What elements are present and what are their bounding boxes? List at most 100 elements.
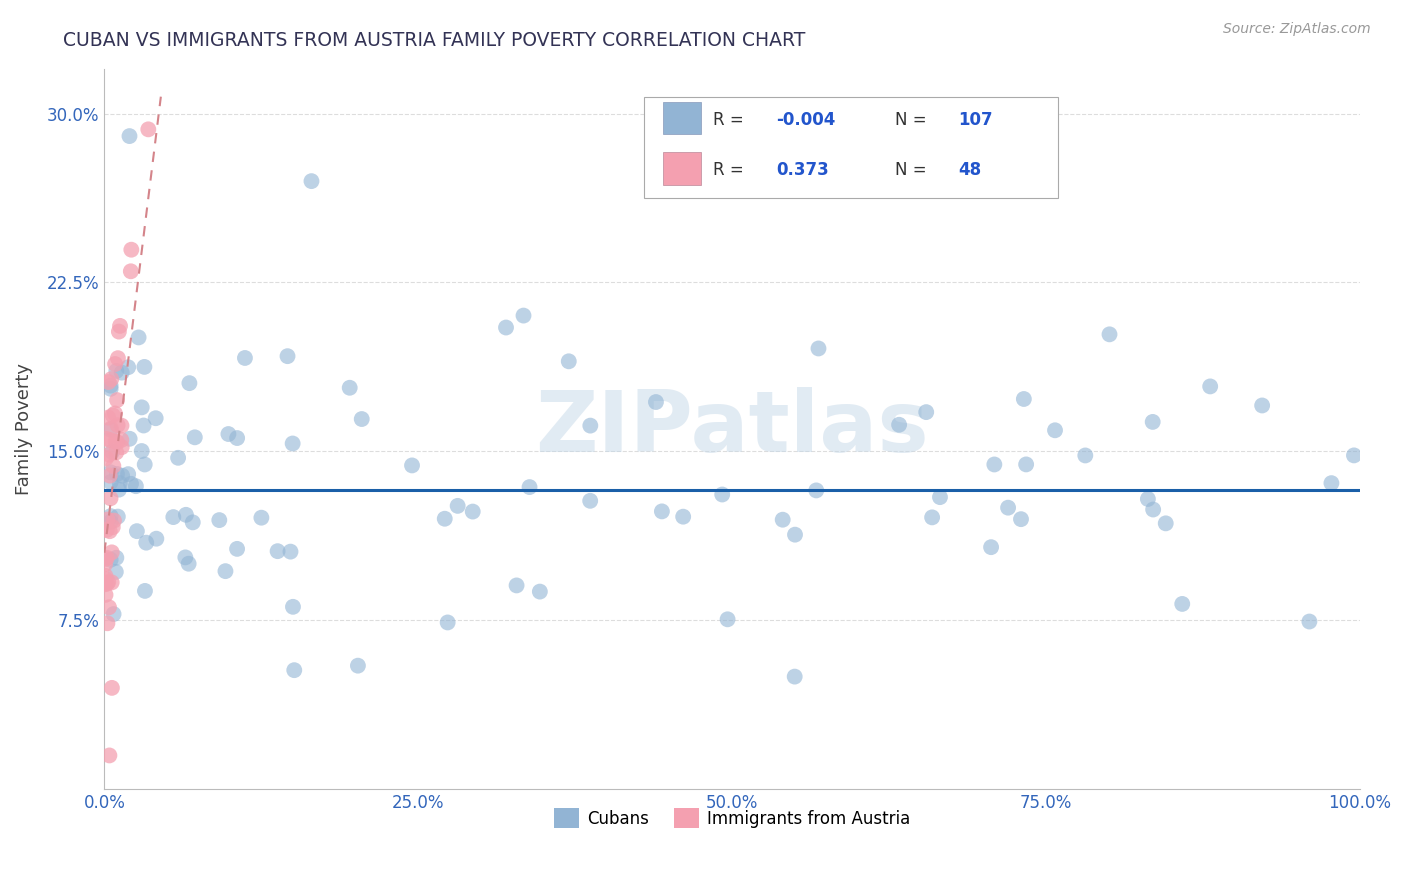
Point [672, 509, 695, 524]
Text: -0.004: -0.004 [776, 111, 835, 128]
Point [94, 569, 117, 583]
Point [110, 418, 132, 433]
Point [100, 475, 122, 489]
Point [96, 512, 118, 526]
Point [1136, 491, 1159, 506]
Point [105, 393, 128, 408]
Point [174, 508, 197, 522]
Point [104, 407, 127, 421]
Point [101, 520, 124, 534]
Point [184, 430, 207, 444]
Point [105, 550, 128, 565]
Point [107, 351, 129, 366]
Point [301, 174, 323, 188]
Point [98, 600, 121, 615]
Point [94, 552, 117, 566]
Point [266, 544, 288, 558]
Point [101, 409, 124, 423]
Point [401, 458, 423, 473]
Point [97, 575, 120, 590]
Point [100, 515, 122, 529]
Point [145, 411, 167, 425]
Point [233, 351, 256, 365]
Point [96, 550, 118, 565]
Point [117, 467, 139, 482]
Point [100, 372, 122, 386]
Point [1171, 597, 1194, 611]
FancyBboxPatch shape [662, 153, 700, 185]
Point [134, 583, 156, 598]
Point [1251, 399, 1274, 413]
Point [111, 440, 134, 454]
Point [135, 535, 157, 549]
Point [1043, 423, 1066, 437]
Point [162, 510, 184, 524]
Point [347, 658, 370, 673]
Point [807, 342, 830, 356]
Text: R =: R = [713, 161, 749, 179]
Point [447, 499, 470, 513]
Point [1015, 458, 1038, 472]
Point [772, 513, 794, 527]
Point [461, 505, 484, 519]
Point [651, 504, 673, 518]
Point [104, 357, 127, 371]
Point [103, 458, 125, 473]
Point [921, 510, 943, 524]
Point [226, 541, 249, 556]
Point [120, 264, 142, 278]
Point [101, 444, 124, 458]
Point [167, 450, 190, 465]
Point [983, 458, 1005, 472]
Point [512, 309, 534, 323]
Point [250, 510, 273, 524]
Point [179, 376, 201, 391]
Point [350, 412, 373, 426]
Point [97, 410, 120, 425]
Point [100, 466, 122, 480]
Point [100, 382, 122, 396]
Point [281, 436, 304, 450]
Point [579, 418, 602, 433]
Point [98, 748, 121, 763]
Point [104, 434, 127, 449]
Point [214, 564, 236, 578]
Point [280, 544, 302, 558]
Point [118, 129, 141, 144]
Point [94, 577, 117, 591]
Point [118, 432, 141, 446]
Point [107, 509, 129, 524]
Point [579, 493, 602, 508]
Point [120, 243, 142, 257]
Point [96, 616, 118, 631]
Legend: Cubans, Immigrants from Austria: Cubans, Immigrants from Austria [547, 801, 917, 835]
Point [519, 480, 541, 494]
Point [107, 418, 129, 433]
Point [98, 524, 121, 539]
Point [181, 516, 204, 530]
Point [120, 476, 142, 491]
Point [97, 375, 120, 389]
Point [96, 523, 118, 537]
Point [1010, 512, 1032, 526]
Point [997, 500, 1019, 515]
Point [915, 405, 938, 419]
Point [108, 325, 131, 339]
Point [103, 514, 125, 528]
Point [101, 681, 124, 695]
Point [100, 491, 122, 506]
Point [108, 483, 131, 497]
Point [104, 565, 127, 579]
Point [117, 360, 139, 375]
Text: CUBAN VS IMMIGRANTS FROM AUSTRIA FAMILY POVERTY CORRELATION CHART: CUBAN VS IMMIGRANTS FROM AUSTRIA FAMILY … [63, 31, 806, 50]
Text: R =: R = [713, 111, 749, 128]
Text: N =: N = [896, 111, 932, 128]
Point [711, 487, 734, 501]
Point [558, 354, 581, 368]
Point [110, 433, 132, 447]
Point [887, 417, 910, 432]
Point [94, 572, 117, 586]
Point [94, 558, 117, 572]
Text: 48: 48 [957, 161, 981, 179]
Point [100, 553, 122, 567]
